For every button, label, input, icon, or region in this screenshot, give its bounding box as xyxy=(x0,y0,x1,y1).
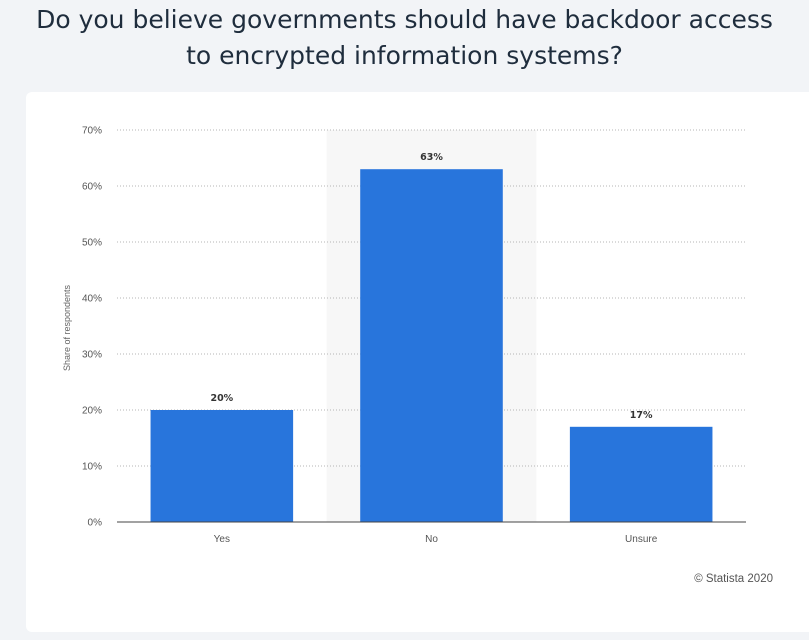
bar-yes xyxy=(150,410,294,522)
data-label: 20% xyxy=(210,393,233,404)
data-label: 63% xyxy=(420,152,443,163)
chart-title-line-1: Do you believe governments should have b… xyxy=(36,5,773,34)
y-tick-label: 30% xyxy=(82,350,102,361)
y-tick-label: 50% xyxy=(82,238,102,249)
y-tick-label: 40% xyxy=(82,294,102,305)
y-tick-label: 10% xyxy=(82,462,102,473)
bar-unsure xyxy=(569,426,713,522)
chart-title-line-2: to encrypted information systems? xyxy=(186,41,623,70)
y-tick-label: 60% xyxy=(82,182,102,193)
bar-no xyxy=(360,169,503,522)
chart-title: Do you believe governments should have b… xyxy=(0,2,809,74)
y-tick-label: 0% xyxy=(88,518,103,529)
x-tick-label: Yes xyxy=(214,534,230,545)
statista-credit[interactable]: © Statista 2020 xyxy=(694,573,773,585)
x-tick-label: No xyxy=(425,534,438,545)
x-tick-label: Unsure xyxy=(625,534,658,545)
y-tick-label: 20% xyxy=(82,406,102,417)
y-axis-label: Share of respondents xyxy=(62,284,72,371)
data-label: 17% xyxy=(630,410,653,421)
y-tick-label: 70% xyxy=(82,126,102,137)
